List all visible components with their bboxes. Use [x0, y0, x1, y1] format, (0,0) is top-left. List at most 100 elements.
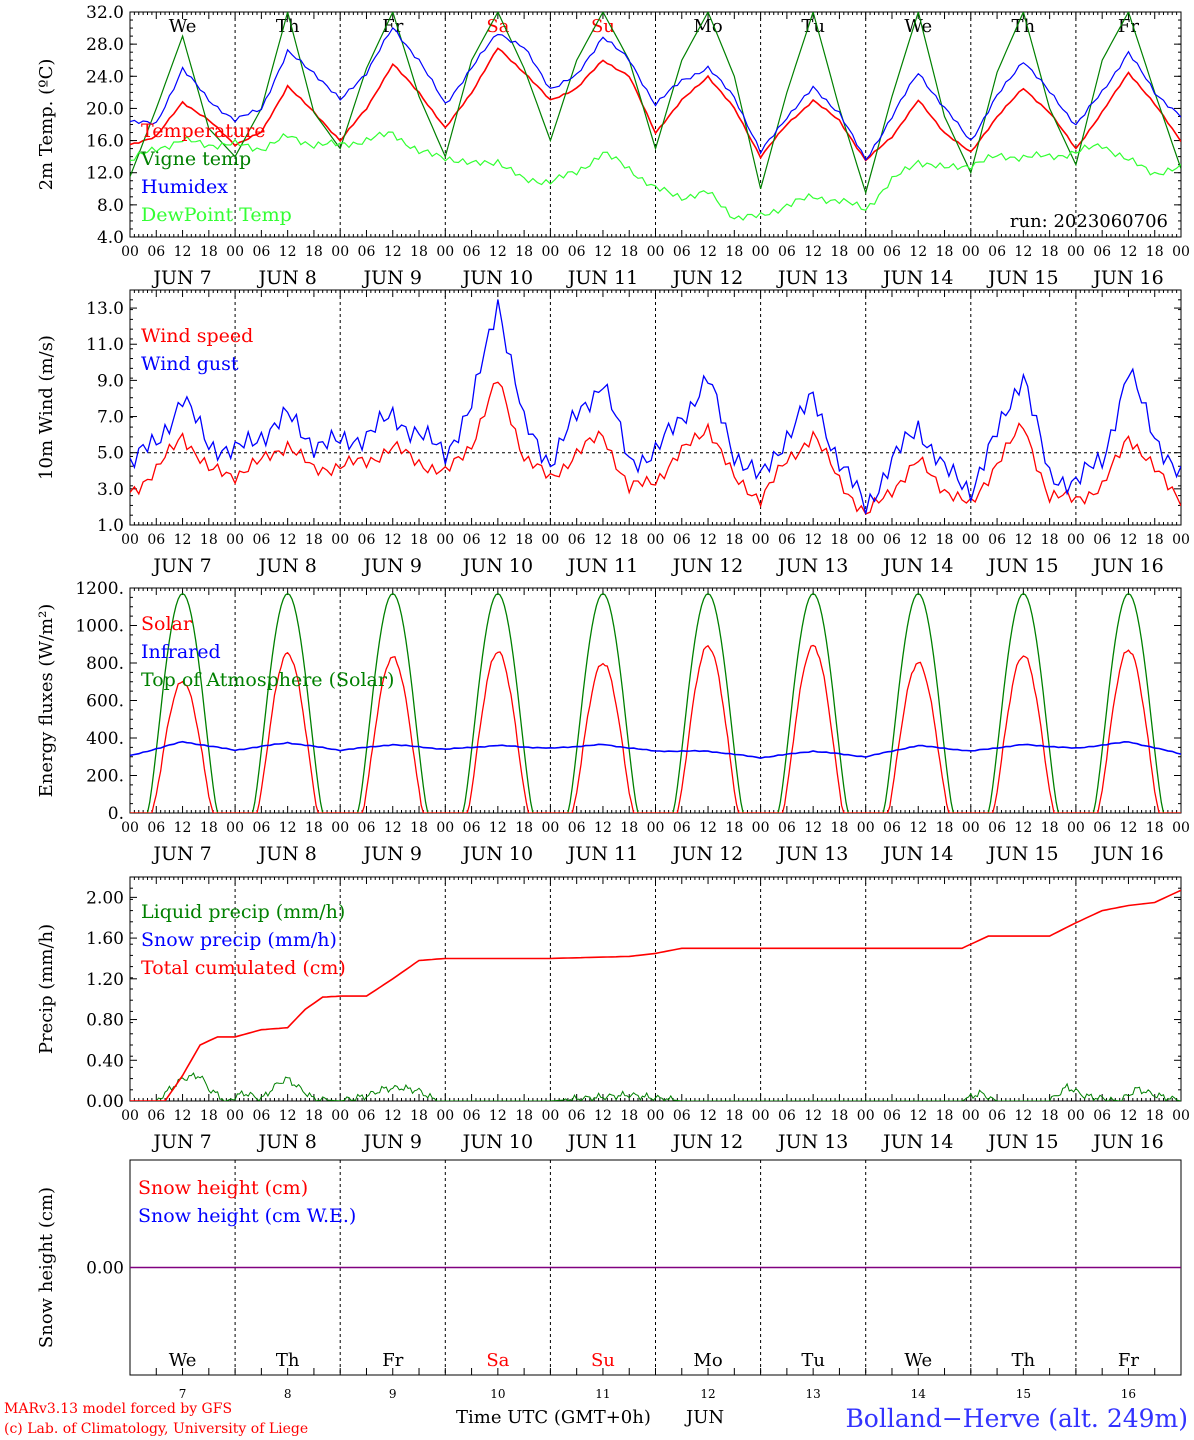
date-label: JUN 10: [461, 267, 533, 289]
hour-tick-label: 12: [279, 244, 297, 260]
weekday-label: Sa: [486, 1350, 509, 1371]
y-axis-label: 10m Wind (m/s): [36, 335, 57, 480]
hour-tick-label: 12: [594, 820, 612, 836]
y-tick-label: 0.40: [86, 1051, 124, 1071]
hour-tick-label: 06: [147, 244, 165, 260]
liquid-precip-line: [130, 1072, 1181, 1101]
hour-tick-label: 12: [804, 1108, 822, 1124]
hour-tick-label: 18: [1041, 532, 1059, 548]
y-tick-label: 13.0: [86, 299, 124, 319]
hour-tick-label: 00: [331, 244, 349, 260]
hour-tick-label: 18: [936, 1108, 954, 1124]
date-label: JUN 13: [776, 1131, 848, 1153]
hour-tick-label: 00: [752, 244, 770, 260]
hour-tick-label: 18: [936, 532, 954, 548]
date-label: JUN 10: [461, 1131, 533, 1153]
hour-tick-label: 00: [1172, 532, 1190, 548]
weekday-label: Mo: [693, 16, 722, 37]
hour-tick-label: 12: [699, 244, 717, 260]
date-label: JUN 8: [256, 267, 316, 289]
hour-tick-label: 12: [279, 532, 297, 548]
hour-tick-label: 18: [200, 532, 218, 548]
hour-tick-label: 00: [752, 532, 770, 548]
hour-tick-label: 00: [857, 820, 875, 836]
hour-tick-label: 18: [410, 1108, 428, 1124]
hour-tick-label: 06: [568, 1108, 586, 1124]
total-cumulated-line: [130, 889, 1181, 1101]
credit-line-2: (c) Lab. of Climatology, University of L…: [4, 1421, 308, 1437]
day-number-label: 16: [1121, 1387, 1136, 1401]
y-axis-label: Precip (mm/h): [36, 924, 57, 1054]
hour-tick-label: 00: [541, 244, 559, 260]
hour-tick-label: 00: [752, 820, 770, 836]
y-axis-label: Snow height (cm): [36, 1187, 57, 1348]
day-number-label: 10: [490, 1387, 505, 1401]
weekday-label: Mo: [693, 1350, 722, 1371]
hour-tick-label: 12: [1014, 1108, 1032, 1124]
legend-entry: Vigne temp: [140, 148, 251, 170]
hour-tick-label: 18: [620, 1108, 638, 1124]
legend-entry: Humidex: [141, 176, 228, 198]
hour-tick-label: 12: [489, 532, 507, 548]
y-tick-label: 0.00: [86, 1259, 124, 1279]
weekday-label: Fr: [1118, 1350, 1139, 1371]
hour-tick-label: 18: [725, 820, 743, 836]
date-label: JUN 7: [151, 267, 211, 289]
hour-tick-label: 06: [988, 1108, 1006, 1124]
hour-tick-label: 18: [1041, 1108, 1059, 1124]
hour-tick-label: 18: [620, 244, 638, 260]
weekday-label: Tu: [801, 16, 825, 37]
legend-entry: Wind speed: [141, 325, 253, 347]
hour-tick-label: 18: [305, 532, 323, 548]
hour-tick-label: 12: [699, 532, 717, 548]
series-line-3: [130, 26, 1181, 162]
legend-entry: Wind gust: [141, 353, 239, 375]
y-tick-label: 5.0: [97, 444, 124, 464]
hour-tick-label: 12: [384, 1108, 402, 1124]
date-label: JUN 14: [881, 267, 953, 289]
hour-tick-label: 12: [699, 1108, 717, 1124]
date-label: JUN 9: [362, 1131, 422, 1153]
date-label: JUN 16: [1091, 1131, 1163, 1153]
footer: MARv3.13 model forced by GFS (c) Lab. of…: [4, 1401, 1188, 1437]
hour-tick-label: 00: [647, 1108, 665, 1124]
hour-tick-label: 06: [988, 244, 1006, 260]
hour-tick-label: 00: [752, 1108, 770, 1124]
y-tick-label: 9.0: [97, 371, 124, 391]
date-label: JUN 14: [881, 843, 953, 865]
hour-tick-label: 12: [174, 1108, 192, 1124]
hour-tick-label: 00: [1067, 532, 1085, 548]
hour-tick-label: 06: [252, 532, 270, 548]
hour-tick-label: 12: [1120, 1108, 1138, 1124]
series-line-1: [130, 381, 1181, 515]
hour-tick-label: 18: [1041, 244, 1059, 260]
series-line-2: [130, 299, 1181, 515]
legend-entry: DewPoint Temp: [141, 204, 292, 226]
hour-tick-label: 12: [174, 532, 192, 548]
hour-tick-label: 12: [594, 532, 612, 548]
hour-tick-label: 18: [410, 532, 428, 548]
y-tick-label: 12.0: [86, 164, 124, 184]
hour-tick-label: 18: [1146, 532, 1164, 548]
hour-tick-label: 18: [620, 820, 638, 836]
hour-tick-label: 06: [988, 820, 1006, 836]
hour-tick-label: 06: [568, 532, 586, 548]
hour-tick-label: 06: [252, 244, 270, 260]
day-number-label: 8: [284, 1387, 292, 1401]
hour-tick-label: 00: [226, 244, 244, 260]
weekday-label: Th: [1012, 1350, 1036, 1371]
hour-tick-label: 18: [1146, 820, 1164, 836]
credit-line-1: MARv3.13 model forced by GFS: [4, 1401, 232, 1417]
panel-2: 1.0 3.0 5.0 7.0 9.0 11.0 13.0 10m Wind (m/s) 00 0…: [36, 289, 1190, 577]
date-label: JUN 14: [881, 555, 953, 577]
hour-tick-label: 00: [1067, 244, 1085, 260]
hour-tick-label: 06: [673, 1108, 691, 1124]
hour-tick-label: 06: [883, 1108, 901, 1124]
legend-entry: Solar: [141, 613, 193, 635]
hour-tick-label: 00: [331, 532, 349, 548]
y-tick-label: 1000.: [75, 617, 124, 637]
hour-tick-label: 06: [463, 532, 481, 548]
hour-tick-label: 12: [1120, 244, 1138, 260]
hour-tick-label: 18: [725, 532, 743, 548]
